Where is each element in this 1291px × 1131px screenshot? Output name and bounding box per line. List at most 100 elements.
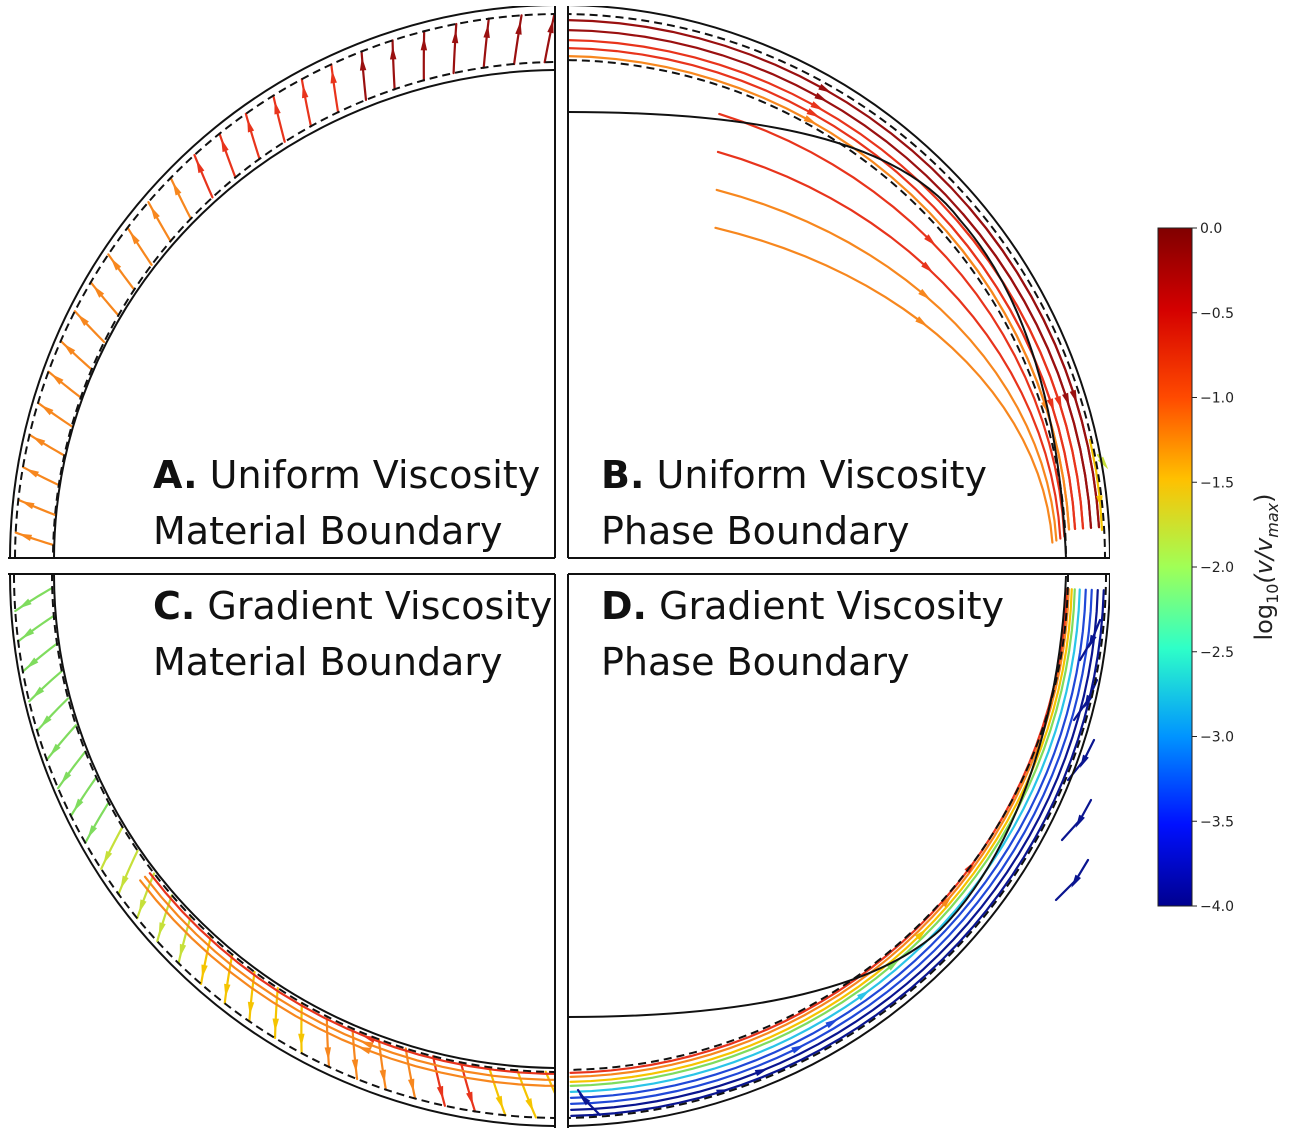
panel-c-streamlines (14, 586, 564, 1119)
panel-a-streamline-arrow (150, 206, 160, 220)
panel-d-phase-boundary (568, 575, 1067, 1018)
panel-b-streamline-tail-arrow (1062, 392, 1070, 407)
panel-a-letter: A. (153, 453, 198, 497)
panel-b-streamline-arrow (810, 101, 824, 111)
panel-a-label: A. Uniform Viscosity Material Boundary (153, 453, 540, 553)
panel-c-streamline-arrow (87, 825, 98, 839)
svg-text:A. Uniform Viscosity: A. Uniform Viscosity (153, 453, 540, 497)
panel-d-streamline-arrow (915, 928, 927, 941)
panel-c-streamline-arrow (49, 743, 61, 757)
panel-a-streamline-arrow (330, 69, 337, 84)
panel-a-streamline-arrow (359, 57, 367, 71)
panel-b-streamline-yellow-arrow (1096, 495, 1103, 509)
panel-a-line1: Uniform Viscosity (210, 453, 541, 497)
panel-a-streamline-arrow (32, 436, 46, 447)
panel-a-streamline-arrow (420, 36, 428, 51)
panel-d-streamline (569, 588, 1076, 1087)
panel-d-streamline-arrow (857, 990, 870, 1001)
panel-d-streamline-swirl-arrow (1075, 814, 1085, 828)
panel-a-streamline-arrow (40, 404, 54, 416)
panel-b-line1: Uniform Viscosity (657, 453, 988, 497)
panel-c-streamline-arrow (158, 922, 166, 936)
panel-d-streamline-arrow (791, 1044, 805, 1054)
panel-b-phase-boundary (568, 111, 1067, 558)
panel-c-streamline-arrow (272, 1018, 279, 1032)
colorbar-tick-label: −1.0 (1200, 391, 1234, 407)
panel-c-streamline-arrow (120, 875, 129, 890)
panel-b-streamline-tail (968, 206, 1101, 529)
colorbar: 0.0 −0.5 −1.0 −1.5 −2.0 −2.5 −3.0 −3.5 −4.0 log1… (1157, 221, 1282, 915)
panel-c (8, 574, 564, 1128)
panel-d-streamline-arrow (825, 1018, 839, 1029)
panel-b-streamline-arrow (818, 83, 832, 93)
panel-a-streamlines (14, 13, 554, 547)
colorbar-tick-label: −2.5 (1200, 645, 1234, 661)
panel-c-streamline-arrow (21, 628, 35, 639)
panel-a-streamline-arrow (63, 343, 76, 356)
panel-d-streamline (570, 588, 1099, 1111)
panel-d-streamline-swirl-arrow (1071, 874, 1081, 888)
panel-c-streamline-arrow (60, 771, 72, 785)
panel-d-line1: Gradient Viscosity (659, 584, 1004, 628)
colorbar-label: log10(v/vmax) (1250, 493, 1282, 640)
panel-d-streamline-arrow (886, 959, 900, 971)
panel-c-streamline-arrow (18, 598, 32, 609)
panel-a-streamline-arrow (547, 19, 554, 34)
colorbar-tick-label: −1.5 (1200, 475, 1234, 491)
panel-c-streamline-arrow (201, 964, 208, 979)
panel-c-streamline-arrow (26, 657, 39, 669)
panel-a-streamline-arrow (221, 138, 229, 153)
panel-b-streamline-yellow (1088, 438, 1104, 532)
panel-c-streamline-arrow (555, 1099, 564, 1112)
colorbar-tick-label: −0.5 (1200, 306, 1234, 322)
panel-c-streamline-tangential (143, 875, 554, 1081)
panel-d-streamline-swirl-arrow (1079, 754, 1089, 769)
panel-c-streamline-arrow (351, 1059, 359, 1073)
panel-c-streamline-arrow (73, 798, 84, 812)
svg-text:C. Gradient Viscosity: C. Gradient Viscosity (153, 584, 552, 628)
panel-b-streamline-inner (718, 112, 1066, 538)
panel-d-streamline-swirl-arrow (1084, 694, 1093, 709)
panel-a-streamline-arrow (274, 100, 281, 115)
panel-a-streamline-arrow (110, 257, 122, 271)
panel-b-streamline-arrow (803, 115, 817, 125)
panel-c-streamline-arrow (32, 686, 45, 699)
panel-c-streamline-arrow (298, 1033, 305, 1048)
panel-d-streamline (570, 589, 1105, 1117)
panel-b-streamline-arrow (806, 108, 820, 118)
panel-b (568, 6, 1110, 558)
panel-a-streamline-arrow (247, 118, 255, 133)
panel-c-letter: C. (153, 584, 195, 628)
panel-b-line2: Phase Boundary (601, 509, 910, 553)
panel-b-streamline-inner-arrow (915, 316, 929, 327)
panel-b-streamline-inner-arrow (918, 288, 931, 300)
panel-d-streamline (569, 587, 1068, 1074)
panel-c-streamline-tangential (139, 879, 554, 1087)
panel-b-streamline-tail (945, 230, 1071, 531)
panel-b-streamline-tail-arrow (1054, 395, 1062, 410)
panel-b-streamline-tail-arrow (1069, 389, 1078, 404)
panel-a-streamline-arrow (18, 533, 33, 541)
panel-a-streamline-arrow (172, 182, 182, 196)
colorbar-gradient (1157, 227, 1193, 907)
panel-c-line2: Material Boundary (153, 640, 502, 684)
panel-a-streamline-arrow (389, 46, 397, 60)
panel-c-streamline-arrow (138, 899, 147, 914)
panel-c-streamline-arrow (525, 1098, 534, 1112)
panel-d (568, 574, 1110, 1128)
panel-b-streamline-inner (714, 226, 1054, 544)
colorbar-tick-label: 0.0 (1200, 221, 1222, 237)
panel-d-streamline-arrow (754, 1068, 769, 1077)
colorbar-tick-label: −3.0 (1200, 730, 1234, 746)
panel-d-streamline (569, 588, 1093, 1105)
panel-a-streamline-arrow (51, 373, 64, 385)
svg-text:B. Uniform Viscosity: B. Uniform Viscosity (601, 453, 987, 497)
panel-a-streamline-arrow (129, 231, 140, 245)
panel-b-label: B. Uniform Viscosity Phase Boundary (601, 453, 987, 553)
panel-c-streamline-arrow (407, 1078, 415, 1093)
panel-c-streamline-arrow (179, 943, 187, 958)
panel-b-streamline-inner-arrow (921, 261, 934, 273)
panel-a-line2: Material Boundary (153, 509, 502, 553)
panel-c-frame (8, 574, 554, 1128)
